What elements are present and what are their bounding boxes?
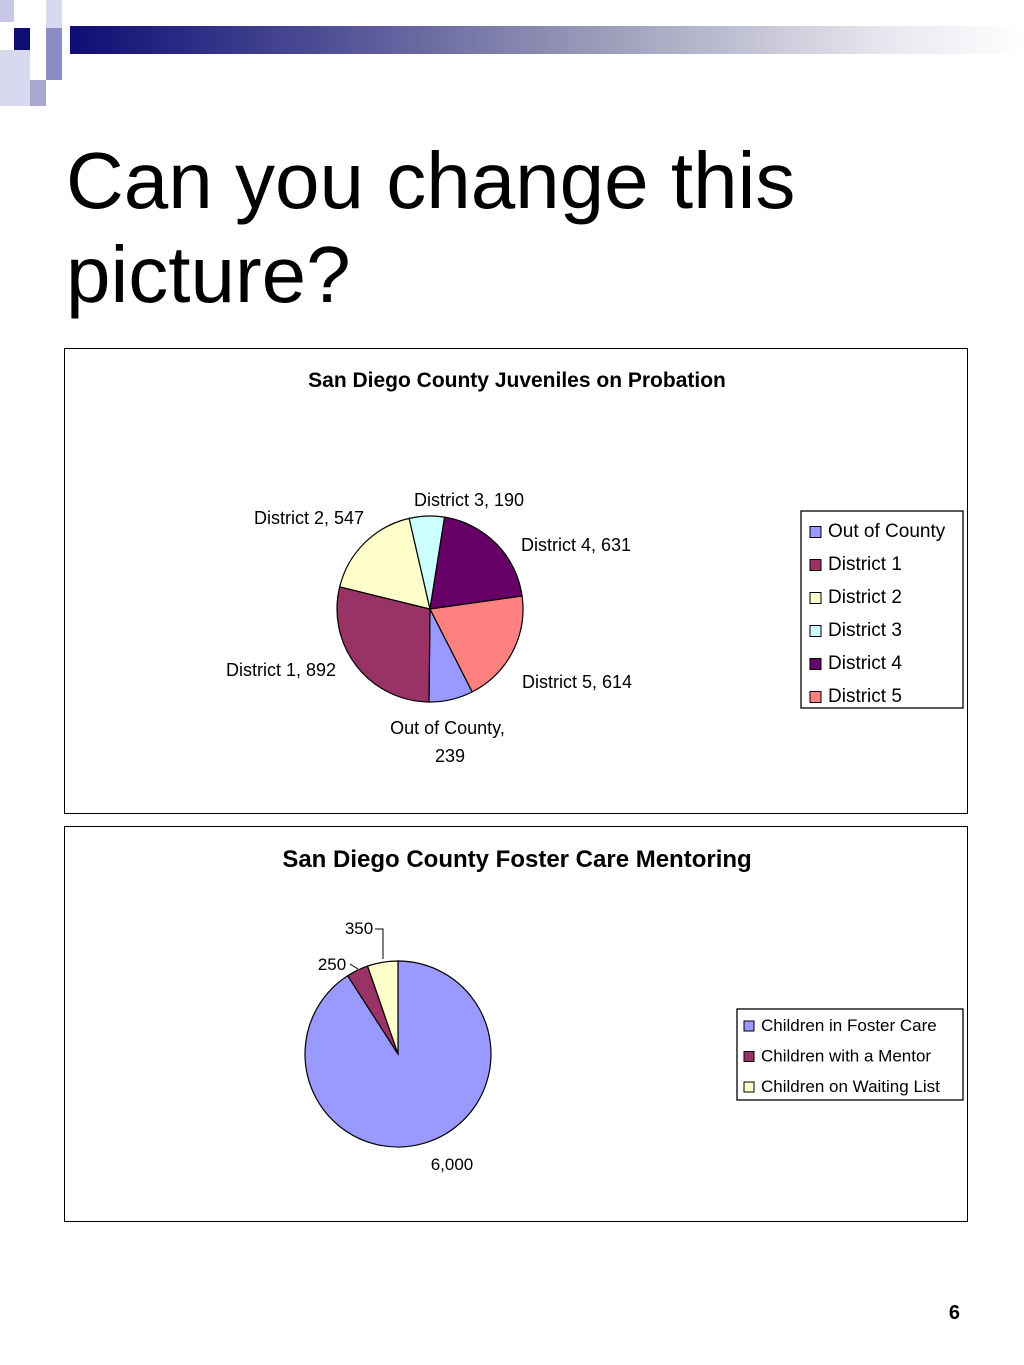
legend-label-children-in-foster-care: Children in Foster Care bbox=[761, 1016, 937, 1035]
header-square bbox=[0, 0, 14, 22]
legend-swatch-district-5 bbox=[809, 691, 822, 703]
legend-swatch-district-3 bbox=[809, 625, 822, 637]
legend-frame bbox=[736, 1008, 964, 1101]
header-square bbox=[30, 80, 46, 106]
data-label-district-5: District 5, 614 bbox=[522, 672, 632, 692]
legend-swatch-children-with-a-mentor bbox=[743, 1051, 755, 1062]
pie-slice-district-1 bbox=[336, 586, 431, 703]
slide-title: Can you change this picture? bbox=[66, 136, 796, 319]
legend-frame bbox=[800, 510, 964, 709]
data-label-district-4: District 4, 631 bbox=[521, 535, 631, 555]
header-square bbox=[30, 28, 46, 50]
legend-swatch-district-4 bbox=[809, 658, 822, 670]
legend-swatch-children-in-foster-care bbox=[743, 1020, 755, 1032]
data-label-district-1: District 1, 892 bbox=[226, 660, 336, 680]
legend-label-district-4: District 4 bbox=[828, 653, 902, 674]
mentoring-chart: San Diego County Foster Care Mentoring 3… bbox=[64, 826, 968, 1222]
header-square bbox=[46, 0, 62, 28]
pie-slice-district-5 bbox=[429, 595, 524, 693]
page-number: 6 bbox=[948, 1302, 960, 1324]
legend-label-district-3: District 3 bbox=[828, 620, 902, 641]
legend-swatch-out-of-county bbox=[809, 526, 822, 538]
data-label-foster-care: 6,000 bbox=[431, 1155, 474, 1174]
pie-slices bbox=[336, 515, 524, 703]
header-square bbox=[46, 28, 62, 80]
legend-swatch-children-on-waiting-list bbox=[743, 1081, 755, 1093]
leader-line-250 bbox=[349, 963, 359, 970]
data-label-mentor: 250 bbox=[318, 955, 346, 974]
legend: Children in Foster Care Children with a M… bbox=[736, 1008, 964, 1101]
legend-label-district-5: District 5 bbox=[828, 686, 902, 707]
pie-slice-children-on-waiting-list bbox=[366, 960, 399, 1055]
probation-chart: San Diego County Juveniles on Probation … bbox=[64, 348, 968, 814]
pie-slices bbox=[304, 960, 492, 1148]
probation-chart-svg: San Diego County Juveniles on Probation … bbox=[226, 369, 964, 766]
legend-label-out-of-county: Out of County bbox=[828, 521, 946, 542]
leader-line-350 bbox=[375, 928, 384, 959]
data-label-waiting-list: 350 bbox=[345, 919, 373, 938]
pie-slice-district-2 bbox=[338, 517, 431, 610]
chart-title: San Diego County Juveniles on Probation bbox=[308, 369, 726, 392]
legend: Out of County District 1 District 2 Distric… bbox=[800, 510, 964, 709]
header-square bbox=[14, 28, 30, 50]
leader-lines bbox=[349, 928, 384, 970]
legend-label-district-2: District 2 bbox=[828, 587, 902, 608]
header-square bbox=[0, 50, 30, 106]
data-label-out-of-county: Out of County, 239 bbox=[390, 718, 510, 766]
legend-label-children-with-a-mentor: Children with a Mentor bbox=[761, 1047, 931, 1066]
chart-title: San Diego County Foster Care Mentoring bbox=[282, 846, 751, 873]
legend-label-district-1: District 1 bbox=[828, 554, 902, 575]
data-label-district-3: District 3, 190 bbox=[414, 490, 524, 510]
data-labels: Out of County, 239 District 1, 892 Distr… bbox=[226, 490, 632, 766]
data-label-district-2: District 2, 547 bbox=[254, 508, 364, 528]
legend-swatch-district-2 bbox=[809, 592, 822, 604]
data-labels: 350 250 6,000 bbox=[318, 919, 473, 1174]
mentoring-chart-svg: San Diego County Foster Care Mentoring 3… bbox=[282, 846, 964, 1174]
pie-slice-district-4 bbox=[429, 516, 523, 610]
legend-swatch-district-1 bbox=[809, 559, 822, 571]
legend-label-children-on-waiting-list: Children on Waiting List bbox=[761, 1077, 940, 1096]
header-gradient-bar bbox=[70, 26, 1024, 54]
